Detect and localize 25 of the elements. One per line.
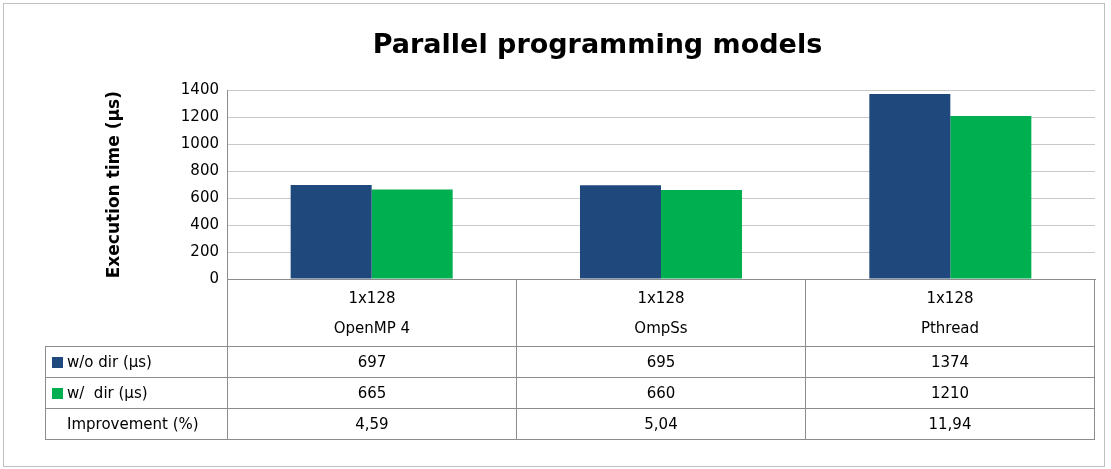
y-tick-label: 1000 [180,134,219,153]
data-label: 1210 [805,377,1095,409]
x-tick-label: 1x128 Pthread [805,279,1095,347]
data-label: 665 [227,377,517,409]
x-tick-label: 1x128 OpenMP 4 [227,279,517,347]
text: Improvement (%) [45,408,228,440]
x-tick-label: 1x128 OmpSs [516,279,806,347]
y-tick-label: 600 [190,188,219,207]
legend-label: w/o dir (µs) [45,346,228,378]
data-label: 660 [516,377,806,409]
legend-label: w/ dir (µs) [45,377,228,409]
text: 4,59 [227,408,517,440]
text: 11,94 [805,408,1095,440]
y-tick-label: 800 [190,161,219,180]
chart-title: Parallel programming models [372,28,823,60]
text: 5,04 [516,408,806,440]
data-label: 695 [516,346,806,378]
y-tick-label: 200 [190,241,219,260]
y-axis-title: Execution time (µs) [102,91,123,279]
y-tick-label: 1200 [180,107,219,126]
y-tick-label: 400 [190,215,219,233]
data-label: 1374 [805,346,1095,378]
y-tick-label: 0 [209,268,219,287]
data-label: 697 [227,346,517,378]
y-tick-label: 1400 [180,80,219,99]
